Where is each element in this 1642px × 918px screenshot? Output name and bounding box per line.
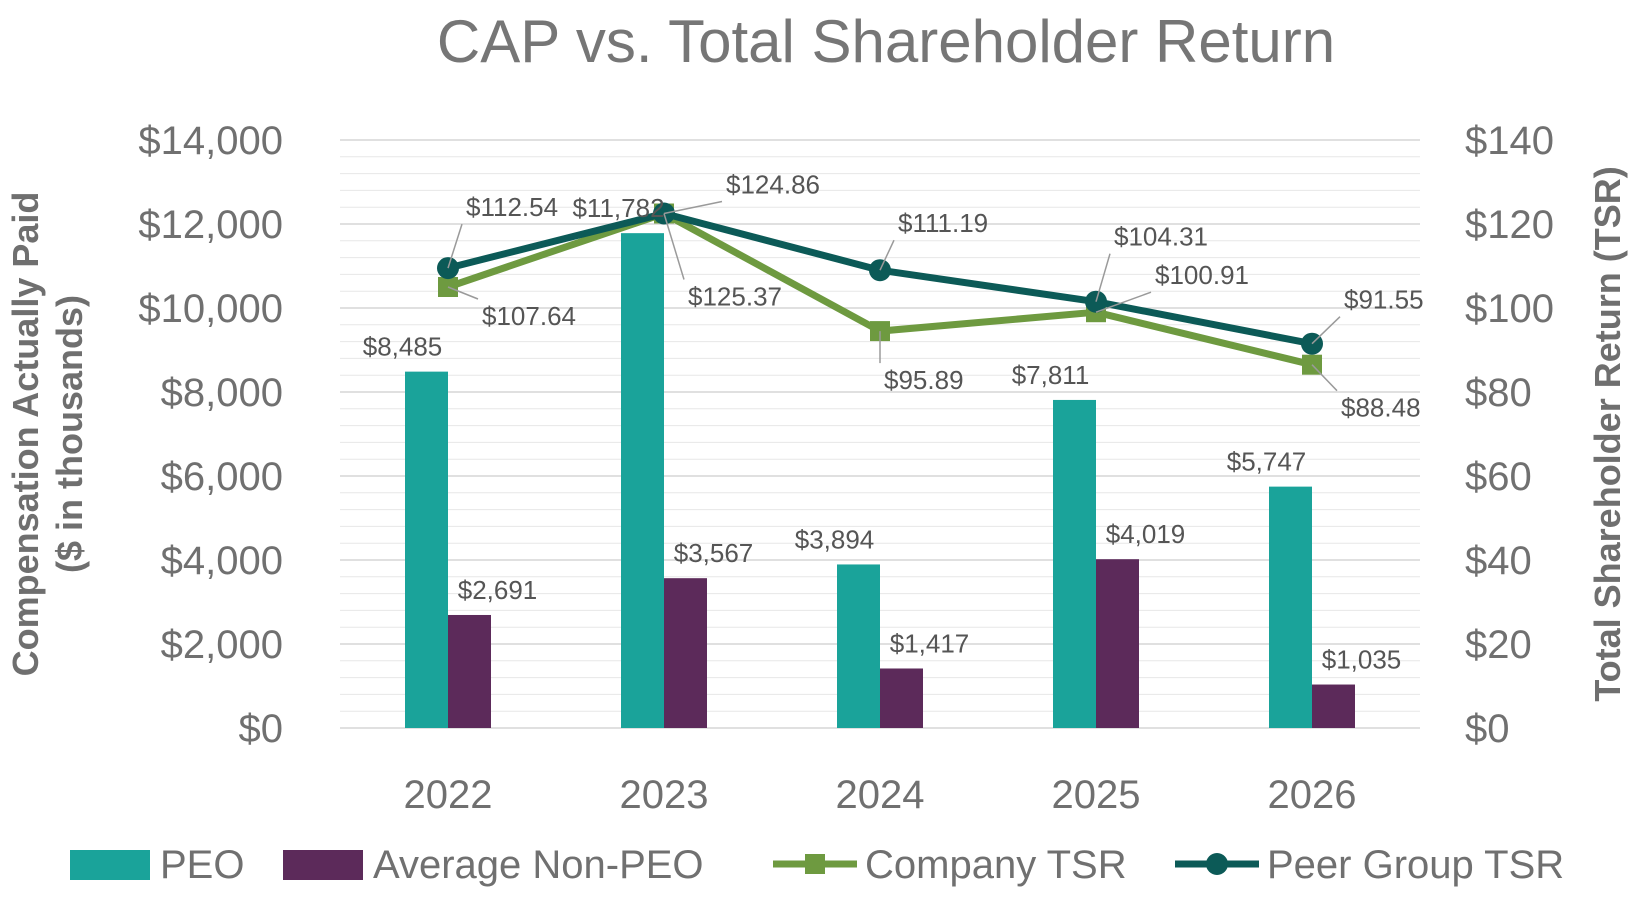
peer-tsr-leader-line — [879, 239, 895, 271]
y-left-tick-label: $14,000 — [138, 119, 283, 163]
bar-series-group — [405, 233, 1355, 728]
peer-tsr-leader-line — [663, 200, 723, 215]
bar — [1312, 684, 1355, 728]
bar-data-label: $1,035 — [1322, 645, 1402, 675]
x-category-label: 2025 — [1052, 773, 1141, 817]
peer-tsr-leader-line — [447, 223, 463, 269]
bar — [405, 371, 448, 728]
company-tsr-data-label: $95.89 — [884, 365, 964, 395]
legend-label: Company TSR — [865, 843, 1127, 887]
legend-square-marker — [805, 854, 825, 874]
y-left-tick-label: $12,000 — [138, 203, 283, 247]
peer-tsr-data-label: $91.55 — [1344, 285, 1424, 315]
bar-data-label: $4,019 — [1106, 519, 1186, 549]
peer-tsr-leader-line — [1311, 316, 1341, 345]
legend-label: Average Non-PEO — [373, 843, 704, 887]
bar — [1096, 559, 1139, 728]
bar-data-label: $8,485 — [363, 332, 443, 362]
y-left-tick-label: $10,000 — [138, 287, 283, 331]
data-labels-group: $8,485 $11,782 $3,894 $7,811 $5,747 $2,691 $3,… — [363, 170, 1424, 675]
legend-swatch — [283, 850, 363, 880]
bar-data-label: $5,747 — [1227, 447, 1307, 477]
y-right-tick-label: $80 — [1465, 371, 1532, 415]
company-tsr-data-label: $107.64 — [482, 301, 576, 331]
bar — [1269, 486, 1312, 728]
bar-data-label: $3,567 — [674, 538, 754, 568]
y-left-tick-label: $6,000 — [161, 455, 283, 499]
y-right-tick-label: $120 — [1465, 203, 1554, 247]
company-tsr-data-label: $88.48 — [1341, 393, 1421, 423]
bar-data-label: $11,782 — [572, 193, 664, 223]
bar-data-label: $2,691 — [458, 575, 538, 605]
y-right-tick-label: $40 — [1465, 539, 1532, 583]
bar-data-label: $3,894 — [795, 524, 875, 554]
x-category-label: 2024 — [836, 773, 925, 817]
x-category-label: 2026 — [1268, 773, 1357, 817]
y-left-tick-label: $4,000 — [161, 539, 283, 583]
company-tsr-leader-line — [663, 213, 685, 280]
legend: PEO Average Non-PEO Company TSR Peer Group … — [70, 843, 1564, 887]
axes-group: $0 $2,000 $4,000 $6,000 $8,000 $10,000 $12,000… — [5, 119, 1628, 817]
bar-data-label: $7,811 — [1012, 360, 1090, 390]
legend-circle-marker — [1206, 853, 1228, 875]
bar — [1053, 399, 1096, 728]
legend-swatch — [70, 850, 150, 880]
bar-data-label: $1,417 — [890, 628, 970, 658]
y-left-axis-title-line: Compensation Actually Paid — [5, 192, 46, 677]
peer-tsr-leader-line — [1095, 253, 1111, 302]
bar — [837, 564, 880, 728]
legend-label: Peer Group TSR — [1267, 843, 1564, 887]
y-left-axis-title-line: ($ in thousands) — [49, 295, 90, 573]
y-left-tick-label: $0 — [239, 707, 284, 751]
x-category-label: 2023 — [620, 773, 709, 817]
bar — [621, 233, 664, 728]
y-right-tick-label: $140 — [1465, 119, 1554, 163]
y-right-tick-label: $20 — [1465, 623, 1532, 667]
company-tsr-leader-line — [447, 286, 479, 300]
bar — [880, 668, 923, 728]
peer-tsr-data-label: $111.19 — [898, 208, 988, 238]
company-tsr-leader-line — [1311, 364, 1338, 392]
bar — [664, 578, 707, 728]
company-tsr-data-label: $125.37 — [688, 282, 782, 312]
x-category-label: 2022 — [404, 773, 493, 817]
legend-label: PEO — [160, 843, 244, 887]
peer-tsr-data-label: $104.31 — [1114, 222, 1208, 252]
peer-tsr-data-label: $112.54 — [466, 192, 558, 222]
y-left-tick-label: $8,000 — [161, 371, 283, 415]
y-right-tick-label: $60 — [1465, 455, 1532, 499]
y-right-tick-label: $100 — [1465, 287, 1554, 331]
peer-tsr-data-label: $124.86 — [726, 170, 820, 200]
y-left-axis-title: Compensation Actually Paid($ in thousand… — [5, 192, 90, 677]
company-tsr-leader-line — [1095, 291, 1152, 313]
chart-title: CAP vs. Total Shareholder Return — [437, 8, 1335, 75]
y-right-tick-label: $0 — [1465, 707, 1510, 751]
y-left-tick-label: $2,000 — [161, 623, 283, 667]
company-tsr-data-label: $100.91 — [1155, 260, 1249, 290]
bar — [448, 614, 491, 728]
y-right-axis-title: Total Shareholder Return (TSR) — [1587, 166, 1628, 701]
